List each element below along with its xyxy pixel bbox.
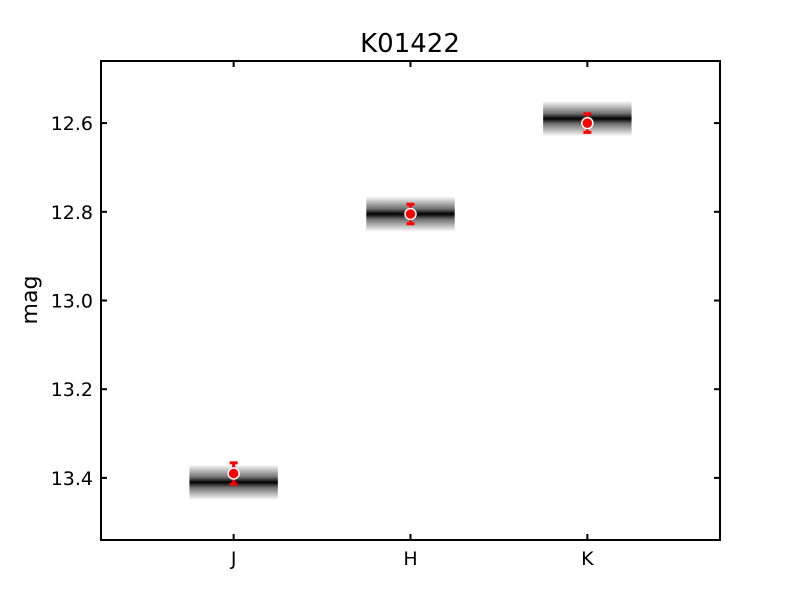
y-tick-label: 13.4 [51,468,93,490]
y-tick-label: 12.6 [51,113,93,135]
plot-frame [100,60,721,541]
y-tick-label: 13.2 [51,379,93,401]
y-axis-label: mag [18,276,43,325]
axis-ticks: 12.6 12.8 13.0 13.2 13.4 J H K [51,61,720,570]
x-tick-label-H: H [403,548,417,570]
model-bands [189,100,632,501]
data-point-J [227,467,240,480]
chart-title: K01422 [360,29,460,59]
data-points [227,112,594,486]
y-tick-label: 12.8 [51,202,93,224]
y-tick-label: 13.0 [51,291,93,313]
x-tick-label-J: J [230,548,237,570]
data-point-K [581,116,594,130]
x-tick-label-K: K [581,548,594,570]
data-point-H [404,207,417,221]
